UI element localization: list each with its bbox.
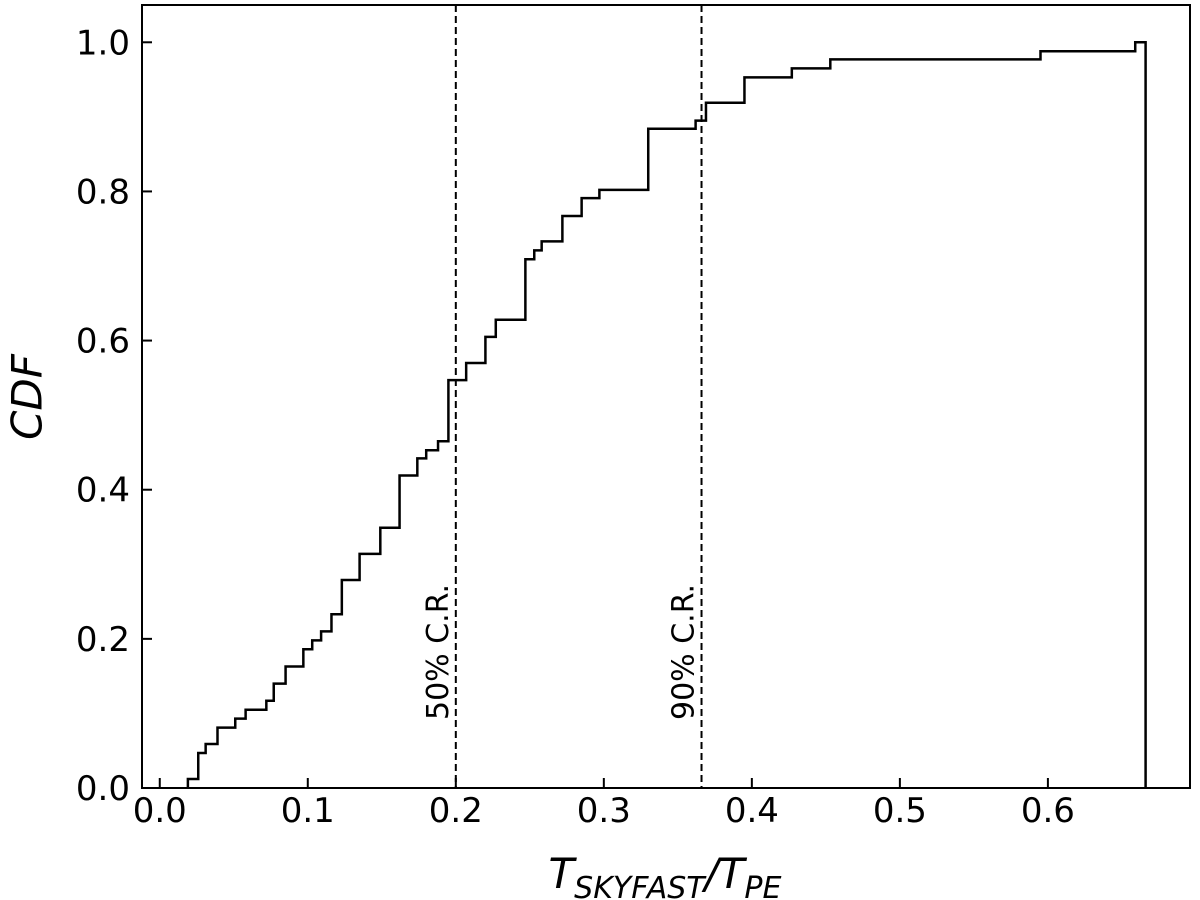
x-tick-label: 0.4 [725,791,779,831]
y-tick-label: 1.0 [76,23,130,63]
x-label-part: PE [744,871,781,900]
x-tick-label: 0.0 [133,791,187,831]
y-axis-label: CDF [3,353,52,440]
y-tick-label: 0.0 [76,769,130,809]
x-tick-label: 0.3 [577,791,631,831]
plot-frame [141,4,1191,789]
x-label-part: SKYFAST [574,871,707,900]
x-tick-label: 0.5 [873,791,927,831]
y-tick-label: 0.4 [76,471,130,511]
credible-label: 90% C.R. [667,584,702,720]
cdf-line [186,41,1147,788]
x-tick-label: 0.2 [429,791,483,831]
x-tick-label: 0.6 [1021,791,1075,831]
y-tick-label: 0.6 [76,322,130,362]
y-tick-label: 0.2 [76,620,130,660]
x-tick-label: 0.1 [281,791,335,831]
x-label-part: /T [701,849,748,898]
y-tick-label: 0.8 [76,172,130,212]
x-axis-label: TSKYFAST/TPE [549,849,782,900]
x-label-part: T [549,849,578,898]
credible-label: 50% C.R. [421,584,456,720]
